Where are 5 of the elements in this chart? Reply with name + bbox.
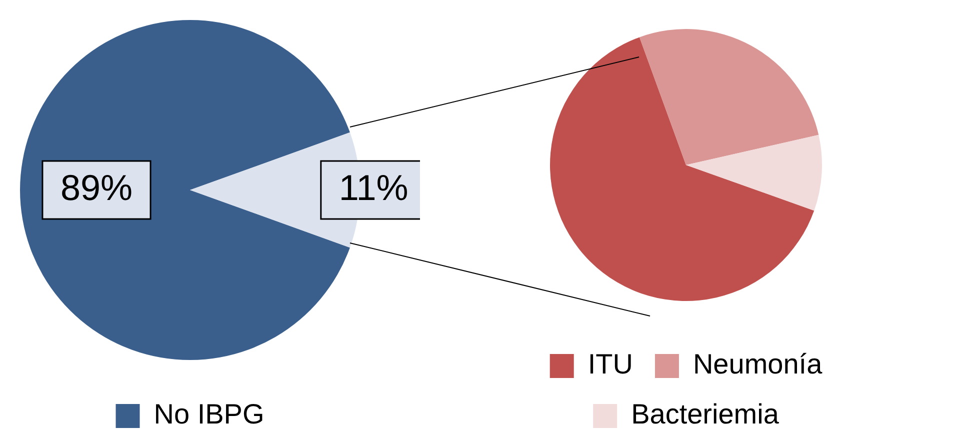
data-label: 89%: [60, 166, 133, 208]
legend-label: Neumonía: [692, 348, 823, 380]
legend-label: No IBPG: [154, 398, 264, 430]
legend-label: ITU: [588, 348, 633, 380]
legend-label: Bacteriemia: [631, 398, 780, 430]
